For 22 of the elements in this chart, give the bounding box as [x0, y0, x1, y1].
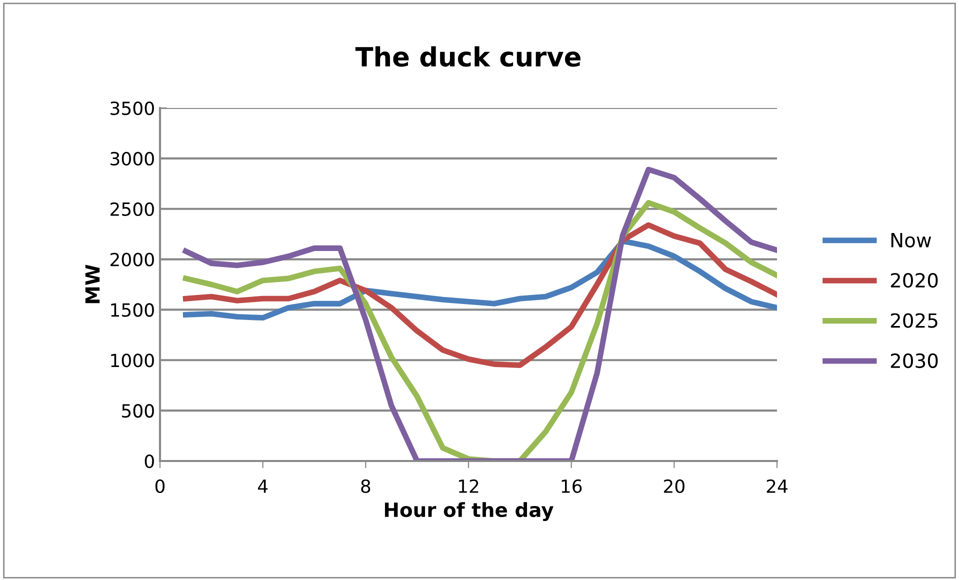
y-tick-label: 1500 [111, 303, 154, 317]
legend-label: 2025 [890, 313, 938, 328]
y-axis-title: MW [85, 264, 100, 304]
chart-title: The duck curve [355, 46, 580, 67]
y-tick-label: 3000 [110, 152, 154, 166]
x-tick-label: 24 [766, 479, 788, 493]
x-tick-label: 16 [562, 479, 582, 494]
x-axis-title: Hour of the day [384, 502, 554, 522]
legend-label: 2030 [890, 353, 938, 368]
x-tick-label: 12 [458, 479, 478, 493]
x-tick-label: 4 [258, 480, 268, 493]
y-tick-label: 0 [144, 454, 154, 468]
x-tick-label: 8 [361, 479, 370, 494]
legend-label: Now [891, 233, 932, 248]
y-tick-label: 3500 [110, 101, 154, 116]
y-tick-label: 2000 [110, 252, 154, 266]
legend-label: 2020 [890, 272, 938, 288]
x-tick-label: 20 [664, 479, 684, 494]
y-tick-label: 2500 [110, 202, 154, 216]
x-tick-label: 0 [155, 479, 165, 494]
y-tick-label: 1000 [111, 354, 154, 368]
y-tick-label: 500 [122, 404, 154, 418]
